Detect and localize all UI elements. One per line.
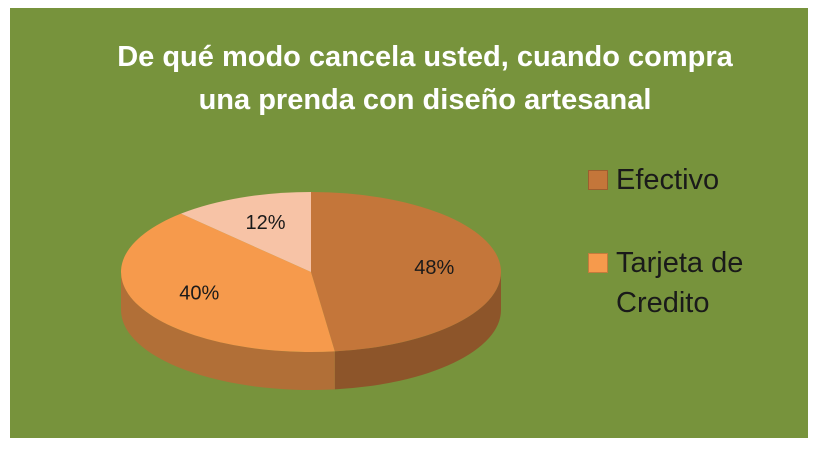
- slice-side: [334, 272, 502, 390]
- legend-item: Tarjeta de Credito: [588, 243, 788, 323]
- data-label: 48%: [414, 257, 454, 279]
- slice-top: [311, 192, 501, 352]
- legend-label: Efectivo: [616, 164, 720, 196]
- slice-top: [180, 192, 311, 272]
- legend-label: Tarjeta de Credito: [616, 247, 744, 319]
- legend-swatch: [588, 170, 608, 190]
- slice-side: [121, 272, 335, 390]
- slice: [180, 192, 311, 272]
- slice-top: [121, 213, 335, 352]
- slice: [311, 192, 502, 390]
- legend-item: Efectivo: [588, 160, 788, 200]
- data-label: 12%: [246, 212, 286, 234]
- legend-swatch: [588, 253, 608, 273]
- data-label: 40%: [179, 282, 219, 304]
- chart-title: De qué modo cancela usted, cuando compra…: [117, 41, 733, 116]
- slice: [121, 213, 335, 390]
